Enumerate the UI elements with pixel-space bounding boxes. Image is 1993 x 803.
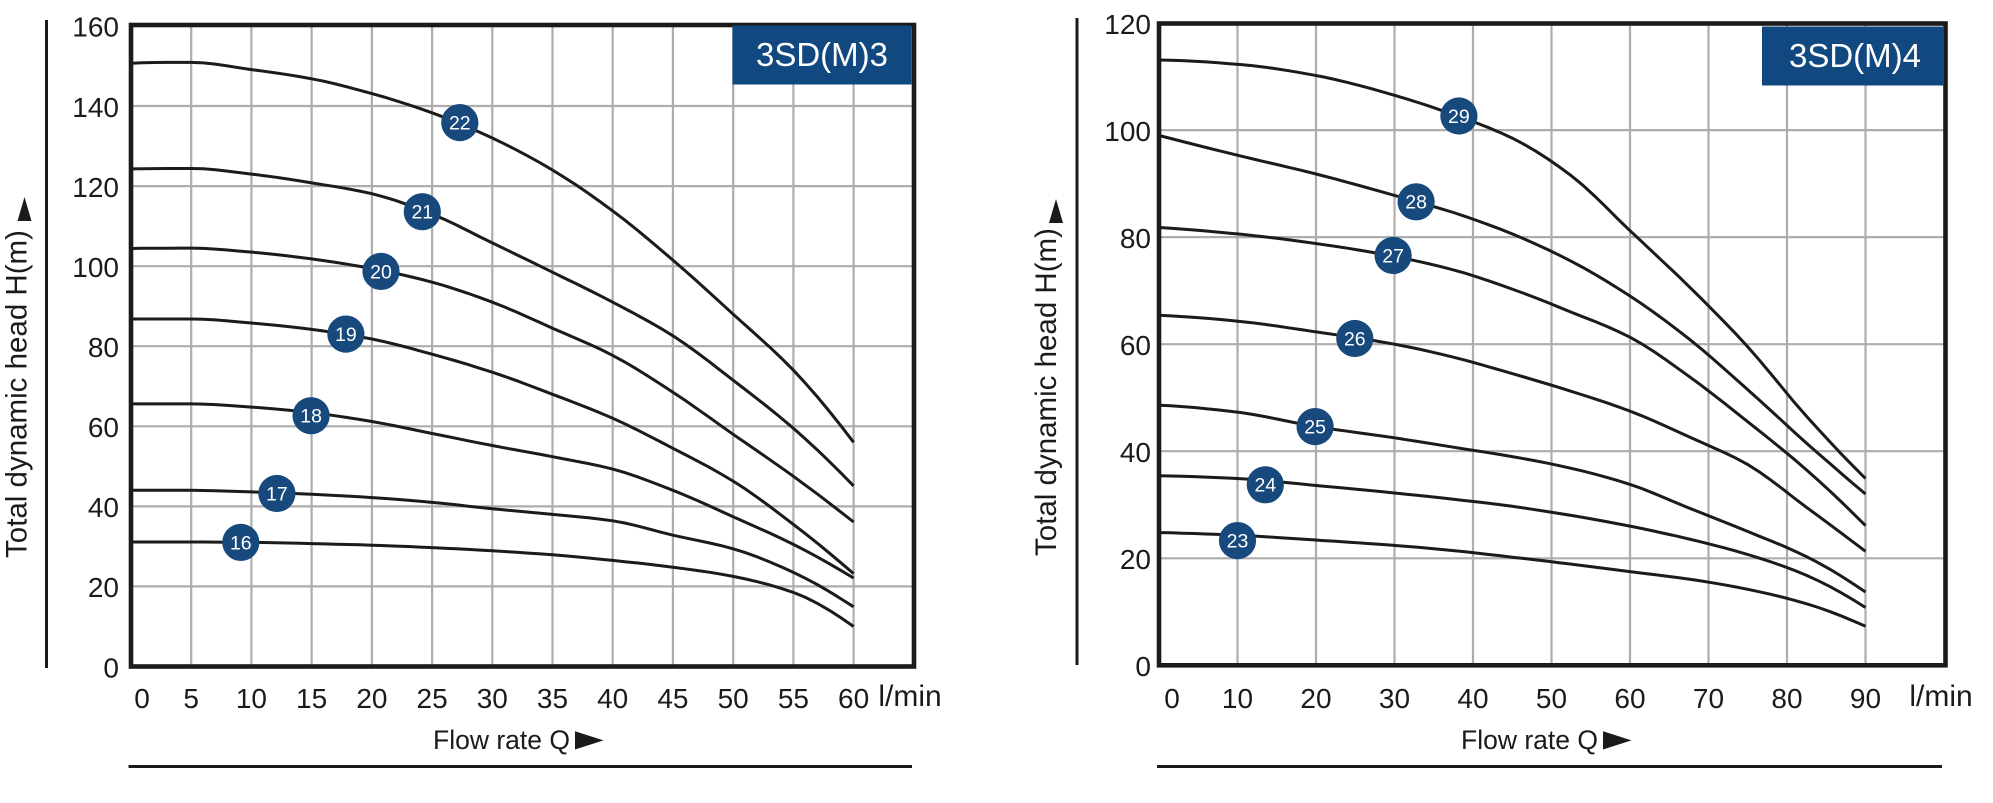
svg-text:22: 22 — [449, 113, 471, 135]
svg-text:Flow rate Q: Flow rate Q — [1461, 725, 1598, 755]
svg-text:Total dynamic head H(m): Total dynamic head H(m) — [1030, 228, 1063, 556]
svg-text:55: 55 — [778, 683, 809, 714]
svg-text:70: 70 — [1693, 683, 1724, 714]
svg-text:10: 10 — [1222, 683, 1253, 714]
svg-text:0: 0 — [103, 652, 119, 683]
svg-text:60: 60 — [88, 412, 119, 443]
svg-text:40: 40 — [88, 492, 119, 523]
svg-text:17: 17 — [266, 483, 288, 505]
svg-text:19: 19 — [335, 324, 357, 346]
svg-text:35: 35 — [537, 683, 568, 714]
svg-text:30: 30 — [477, 683, 508, 714]
svg-text:80: 80 — [88, 332, 119, 363]
svg-text:20: 20 — [1300, 683, 1331, 714]
svg-text:20: 20 — [88, 572, 119, 603]
svg-text:18: 18 — [300, 406, 322, 428]
svg-text:40: 40 — [1120, 437, 1151, 468]
svg-text:100: 100 — [72, 252, 119, 283]
svg-text:80: 80 — [1120, 223, 1151, 254]
svg-text:50: 50 — [718, 683, 749, 714]
svg-text:90: 90 — [1850, 683, 1881, 714]
svg-text:28: 28 — [1405, 192, 1427, 214]
svg-text:60: 60 — [1614, 683, 1645, 714]
svg-text:20: 20 — [356, 683, 387, 714]
svg-text:26: 26 — [1344, 328, 1366, 350]
svg-text:Total dynamic head H(m): Total dynamic head H(m) — [1, 230, 34, 558]
svg-text:0: 0 — [1164, 683, 1180, 714]
svg-text:40: 40 — [597, 683, 628, 714]
svg-text:16: 16 — [230, 532, 252, 554]
svg-text:0: 0 — [134, 683, 150, 714]
svg-text:15: 15 — [296, 683, 327, 714]
svg-text:100: 100 — [1104, 116, 1151, 147]
svg-text:Flow rate Q: Flow rate Q — [433, 725, 570, 755]
svg-text:29: 29 — [1448, 106, 1470, 128]
svg-text:25: 25 — [1304, 417, 1326, 439]
svg-text:l/min: l/min — [1909, 680, 1972, 713]
svg-text:80: 80 — [1771, 683, 1802, 714]
svg-text:50: 50 — [1536, 683, 1567, 714]
svg-text:20: 20 — [370, 261, 392, 283]
svg-text:23: 23 — [1227, 531, 1249, 553]
svg-text:60: 60 — [1120, 330, 1151, 361]
svg-text:24: 24 — [1254, 475, 1276, 497]
svg-text:27: 27 — [1382, 245, 1404, 267]
svg-text:3SD(M)3: 3SD(M)3 — [756, 36, 888, 73]
svg-text:10: 10 — [236, 683, 267, 714]
svg-text:25: 25 — [417, 683, 448, 714]
svg-text:45: 45 — [657, 683, 688, 714]
svg-text:0: 0 — [1135, 651, 1151, 682]
svg-text:3SD(M)4: 3SD(M)4 — [1789, 37, 1921, 74]
svg-text:30: 30 — [1379, 683, 1410, 714]
svg-text:160: 160 — [72, 12, 119, 43]
svg-text:140: 140 — [72, 92, 119, 123]
svg-text:120: 120 — [1104, 9, 1151, 40]
svg-text:l/min: l/min — [878, 680, 941, 713]
svg-text:60: 60 — [838, 683, 869, 714]
svg-text:120: 120 — [72, 172, 119, 203]
svg-text:5: 5 — [183, 683, 199, 714]
svg-text:40: 40 — [1457, 683, 1488, 714]
svg-text:21: 21 — [411, 202, 433, 224]
svg-text:20: 20 — [1120, 544, 1151, 575]
